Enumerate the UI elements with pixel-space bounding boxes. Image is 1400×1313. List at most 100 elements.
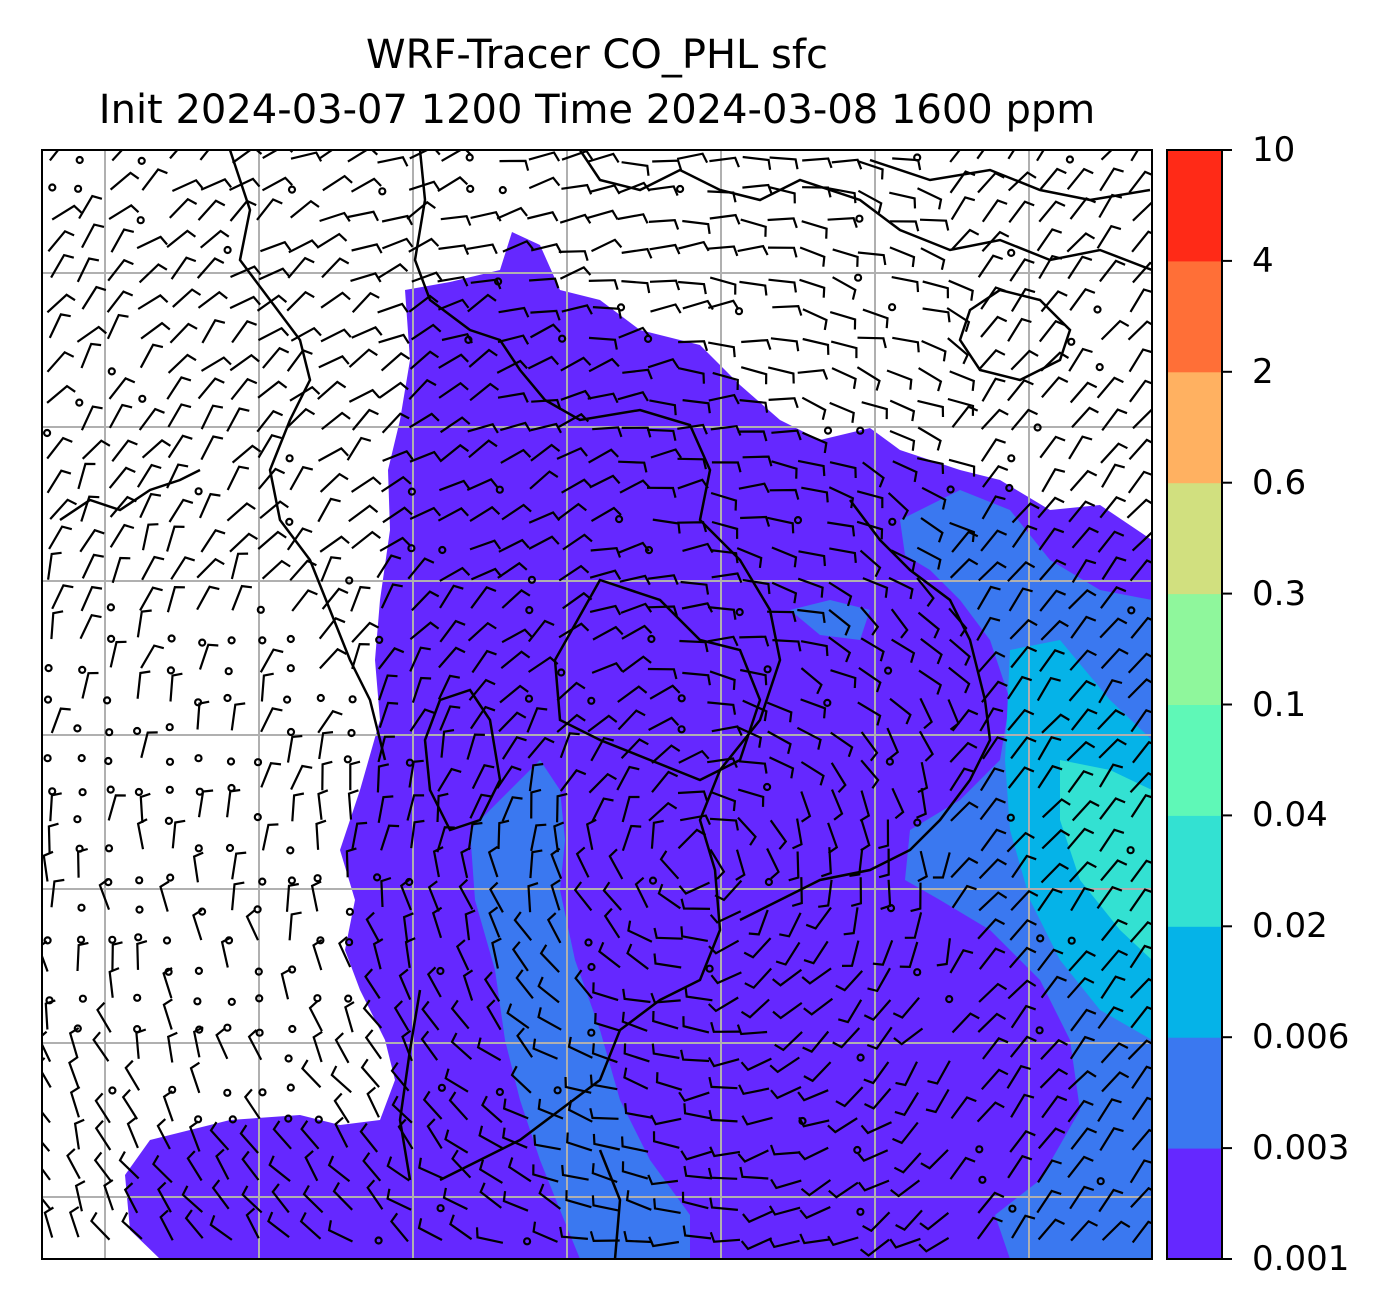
wind-barb: [409, 621, 440, 641]
calm-wind-marker: [1067, 936, 1076, 945]
wind-barb: [887, 492, 909, 521]
calm-wind-marker: [525, 605, 534, 615]
wind-barb: [682, 219, 711, 235]
calm-wind-marker: [285, 517, 294, 527]
wind-barb: [832, 248, 859, 267]
wind-barb: [257, 467, 286, 490]
wind-barb: [830, 731, 854, 758]
wind-barb: [42, 850, 54, 882]
wind-barb: [899, 941, 919, 969]
wind-barb: [550, 879, 561, 911]
calm-wind-marker: [284, 1054, 293, 1063]
wind-barb: [260, 240, 292, 253]
wind-barb: [589, 1074, 618, 1091]
wind-barb: [257, 434, 282, 459]
wind-barb: [860, 759, 880, 789]
wind-barb: [140, 321, 171, 340]
wind-barb: [317, 447, 349, 462]
wind-barb: [299, 1211, 322, 1240]
wind-barb: [500, 448, 532, 464]
wind-barb: [621, 1011, 648, 1032]
wind-barb: [230, 377, 258, 401]
wind-barb: [1010, 736, 1037, 760]
wind-barb: [108, 377, 136, 400]
wind-barb: [256, 198, 283, 221]
wind-barb: [709, 1197, 739, 1211]
wind-barb: [803, 1061, 832, 1083]
calm-wind-marker: [225, 843, 235, 853]
wind-barb: [564, 1076, 592, 1094]
wind-barb: [919, 697, 933, 730]
wind-barb: [376, 763, 390, 793]
wind-barb: [377, 795, 394, 823]
wind-barb: [437, 275, 469, 287]
calm-wind-marker: [253, 758, 263, 767]
wind-barb: [590, 736, 614, 762]
wind-barb: [51, 204, 83, 221]
wind-barb: [649, 243, 681, 255]
wind-barb: [1071, 559, 1097, 583]
wind-barb: [66, 1148, 81, 1180]
wind-barb: [136, 940, 148, 970]
wind-barb: [737, 430, 768, 442]
calm-wind-marker: [198, 638, 207, 647]
wind-barb: [649, 399, 677, 416]
wind-barb: [437, 507, 469, 522]
wind-barb: [621, 824, 642, 852]
wind-barb: [1010, 1093, 1035, 1118]
wind-barb: [803, 997, 834, 1016]
wind-barb: [478, 1159, 503, 1184]
colorbar-segment: [1167, 1037, 1222, 1149]
wind-barb: [1010, 287, 1036, 312]
wind-barb: [1041, 713, 1070, 734]
wind-barb: [1070, 1219, 1098, 1242]
wind-barb: [772, 1002, 803, 1020]
wind-barb: [50, 253, 75, 279]
wind-barb: [1129, 288, 1152, 313]
wind-barb: [498, 711, 527, 733]
wind-barb: [982, 464, 1009, 488]
wind-barb: [259, 500, 289, 520]
calm-wind-marker: [853, 1145, 862, 1155]
wind-barb: [109, 523, 135, 548]
wind-barb: [835, 1086, 864, 1108]
wind-barb: [976, 1216, 1003, 1240]
wind-barb: [1069, 1035, 1095, 1060]
calm-wind-marker: [286, 634, 295, 644]
wind-barb: [828, 1181, 859, 1199]
wind-barb: [46, 384, 76, 404]
wind-barb: [949, 949, 974, 974]
wind-barb: [440, 729, 455, 758]
calm-wind-marker: [253, 905, 262, 914]
wind-barb: [50, 610, 64, 640]
wind-barb: [651, 770, 679, 793]
calm-wind-marker: [1035, 1026, 1044, 1035]
wind-barb: [560, 356, 592, 372]
wind-barb: [319, 150, 349, 160]
wind-barb: [528, 535, 560, 550]
wind-barb: [321, 257, 350, 279]
wind-barb: [80, 342, 102, 369]
wind-barb: [140, 731, 158, 759]
wind-barb: [316, 232, 348, 249]
wind-barb: [800, 791, 812, 823]
wind-barb: [1099, 1127, 1124, 1151]
calm-wind-marker: [133, 993, 142, 1002]
wind-barb: [622, 988, 651, 1004]
wind-barb: [598, 941, 621, 969]
wind-barb: [797, 459, 826, 477]
wind-barb: [200, 435, 224, 461]
wind-barb: [743, 937, 772, 959]
wind-barb: [527, 619, 555, 643]
wind-barb: [1006, 831, 1035, 853]
wind-barb: [1129, 771, 1152, 793]
wind-barb: [481, 1095, 503, 1124]
wind-barb: [802, 337, 830, 355]
wind-barb: [949, 741, 978, 763]
wind-barb: [709, 213, 741, 225]
wind-barb: [81, 553, 104, 579]
wind-barb: [1066, 827, 1095, 850]
wind-barb: [978, 891, 1008, 912]
wind-barb: [980, 315, 1008, 338]
wind-barb: [411, 271, 443, 283]
